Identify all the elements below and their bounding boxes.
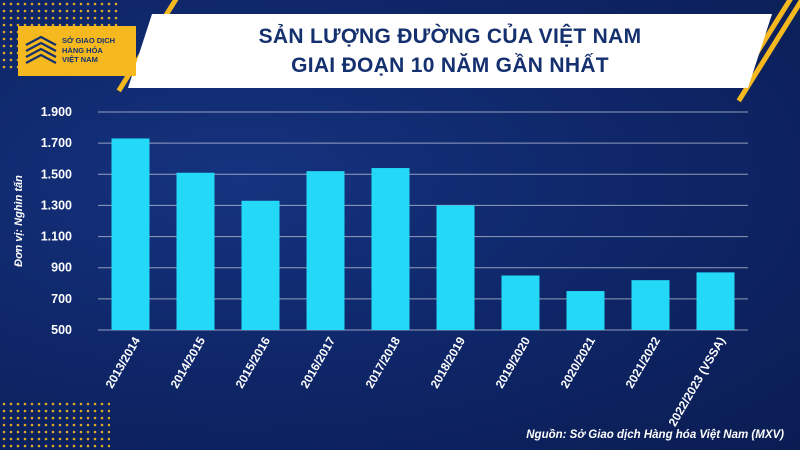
x-category-label: 2017/2018 (363, 334, 404, 390)
x-category-label: 2013/2014 (103, 334, 144, 390)
logo-line-1: SỞ GIAO DỊCH (62, 36, 116, 45)
y-tick-label: 1.700 (41, 136, 72, 150)
logo-mark-icon (25, 35, 57, 64)
y-tick-label: 1.100 (41, 230, 72, 244)
bar (631, 280, 670, 330)
y-tick-label: 1.900 (41, 105, 72, 119)
decorative-dots (2, 402, 110, 448)
bar (436, 205, 475, 330)
bar (501, 275, 540, 330)
x-category-label: 2014/2015 (168, 334, 209, 390)
bar (371, 168, 410, 330)
bar (566, 291, 605, 330)
logo-line-2: HÀNG HÓA (62, 45, 103, 55)
title-line-2: GIAI ĐOẠN 10 NĂM GẦN NHẤT (291, 54, 609, 77)
bar (696, 272, 735, 330)
logo-text: SỞ GIAO DỊCH HÀNG HÓA VIỆT NAM (62, 36, 134, 65)
x-category-label: 2018/2019 (428, 334, 469, 390)
logo: SỞ GIAO DỊCH HÀNG HÓA VIỆT NAM (18, 26, 136, 76)
chart-title: SẢN LƯỢNG ĐƯỜNG CỦA VIỆT NAM GIAI ĐOẠN 1… (130, 22, 770, 80)
y-tick-label: 700 (51, 292, 72, 306)
y-tick-label: 1.300 (41, 198, 72, 212)
y-tick-label: 1.500 (41, 167, 72, 181)
bar (111, 138, 150, 330)
bar (306, 171, 345, 330)
title-line-1: SẢN LƯỢNG ĐƯỜNG CỦA VIỆT NAM (258, 25, 642, 48)
y-tick-label: 500 (51, 323, 72, 337)
x-category-label: 2016/2017 (298, 334, 339, 390)
source-note: Nguồn: Sở Giao dịch Hàng hóa Việt Nam (M… (526, 429, 784, 441)
x-category-label: 2019/2020 (493, 334, 534, 390)
bar (241, 200, 280, 330)
x-category-label: 2020/2021 (558, 334, 599, 390)
x-category-label: 2021/2022 (623, 334, 664, 390)
bar (176, 172, 215, 330)
y-axis-label: Đơn vị: Nghìn tấn (13, 175, 25, 267)
x-category-label: 2022/2023 (VSSA) (666, 335, 728, 429)
y-tick-label: 900 (51, 261, 72, 275)
x-category-label: 2015/2016 (233, 334, 274, 390)
logo-line-3: VIỆT NAM (62, 55, 98, 64)
